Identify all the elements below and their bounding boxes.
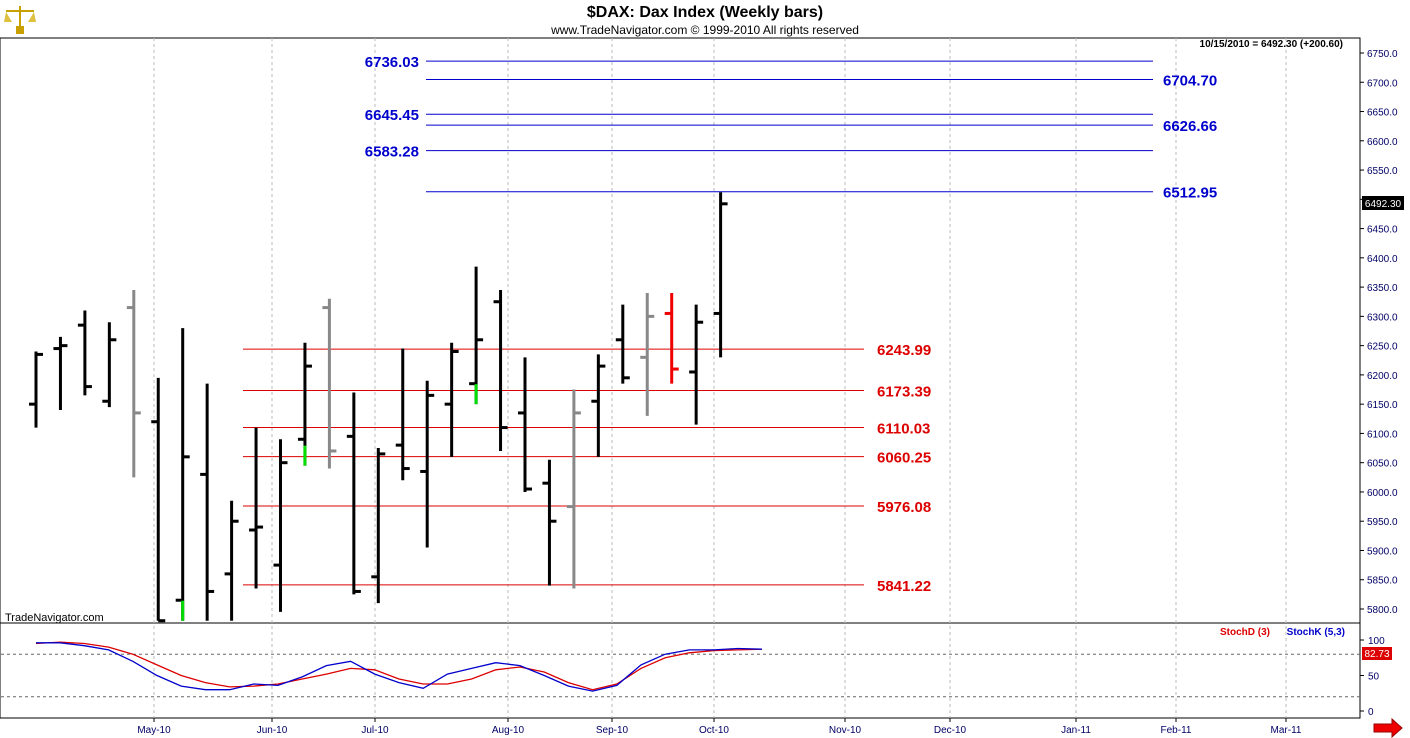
upper-level-label: 6626.66 [1163, 118, 1217, 135]
x-tick-label: Oct-10 [699, 725, 729, 736]
watermark-text: TradeNavigator.com [5, 612, 104, 624]
y-tick-label: 6750.0 [1367, 49, 1398, 60]
y-tick-label: 6700.0 [1367, 78, 1398, 89]
ohlc-bar [615, 304, 630, 384]
ohlc-bar [346, 392, 361, 595]
stoch-last-tag-bg [1362, 647, 1392, 660]
lower-level-label: 6110.03 [877, 421, 930, 438]
ohlc-bar [126, 290, 141, 478]
lower-level-label: 6060.25 [877, 450, 931, 467]
ohlc-bar [102, 322, 117, 408]
ohlc-bar [322, 298, 337, 469]
y-tick-label: 5950.0 [1367, 517, 1398, 528]
ohlc-bar [29, 351, 43, 428]
y-tick-label: 6400.0 [1367, 254, 1398, 265]
ohlc-bar [175, 328, 190, 621]
stoch-y-label: 50 [1368, 672, 1380, 683]
ohlc-bar [200, 383, 215, 621]
ohlc-bar [469, 266, 484, 405]
y-tick-label: 6600.0 [1367, 137, 1398, 148]
ohlc-bar [542, 459, 557, 586]
x-tick-label: Jun-10 [257, 725, 288, 736]
ohlc-bar [420, 380, 435, 548]
upper-level-label: 6645.45 [365, 107, 419, 124]
stochastic-panel: 0 50 100 [1, 636, 1385, 718]
ohlc-bar [664, 292, 679, 384]
y-tick-label: 6550.0 [1367, 166, 1398, 177]
ohlc-bar [53, 336, 68, 411]
y-tick-label: 6450.0 [1367, 225, 1398, 236]
ohlc-bar [77, 310, 92, 396]
y-tick-label: 6100.0 [1367, 429, 1398, 440]
y-tick-label: 6300.0 [1367, 312, 1398, 323]
lower-level-label: 5976.08 [877, 499, 931, 516]
ohlc-bar [249, 427, 264, 589]
lower-level-label: 6173.39 [877, 383, 931, 400]
y-tick-label: 6200.0 [1367, 371, 1398, 382]
price-bars [29, 192, 728, 623]
x-tick-label: Jan-11 [1061, 725, 1091, 736]
ohlc-bar [566, 389, 581, 589]
date-axis: May-10 Jun-10 Jul-10 Aug-10 Sep-10 Oct-10 Nov-… [137, 718, 1302, 736]
ohlc-bar [518, 357, 532, 492]
ohlc-bar [151, 377, 166, 623]
y-tick-label: 6250.0 [1367, 342, 1398, 353]
copyright-text: www.TradeNavigator.com © 1999-2010 All r… [550, 23, 859, 37]
y-tick-label: 6150.0 [1367, 400, 1398, 411]
y-tick-label: 5900.0 [1367, 546, 1398, 557]
ohlc-bar [713, 192, 728, 358]
y-tick-label: 6350.0 [1367, 283, 1398, 294]
ohlc-bar [395, 348, 410, 481]
ohlc-bar [297, 342, 312, 466]
ohlc-bar [371, 448, 386, 604]
x-tick-label: Jul-10 [361, 725, 389, 736]
chart-title: $DAX: Dax Index (Weekly bars) [587, 4, 823, 21]
stochd-legend: StochD (3) [1220, 627, 1270, 638]
stoch-panel-frame [0, 622, 1361, 719]
x-tick-label: Dec-10 [934, 725, 967, 736]
price-info-text: 10/15/2010 = 6492.30 (+200.60) [1200, 39, 1343, 50]
price-axis: 5800.0 5850.0 5900.0 5950.0 6000.0 6050.0 6100… [1360, 49, 1398, 616]
lower-level-label: 6243.99 [877, 342, 931, 359]
stochk-legend: StochK (5,3) [1287, 627, 1345, 638]
x-tick-label: Aug-10 [492, 725, 525, 736]
scroll-right-arrow-icon[interactable] [1373, 717, 1403, 738]
x-tick-label: May-10 [137, 725, 171, 736]
last-price-tag: 6492.30 [1365, 199, 1402, 210]
y-tick-label: 5850.0 [1367, 576, 1398, 587]
x-tick-label: Sep-10 [596, 725, 629, 736]
upper-level-label: 6583.28 [365, 144, 419, 161]
ohlc-bar [444, 342, 459, 457]
ohlc-bar [640, 292, 655, 416]
stochk-line [36, 642, 763, 692]
y-tick-label: 6000.0 [1367, 488, 1398, 499]
y-tick-label: 6050.0 [1367, 459, 1398, 470]
grid-lines [153, 38, 1287, 718]
ohlc-bar [273, 439, 288, 612]
stochd-line [35, 641, 763, 691]
ohlc-bar [224, 500, 239, 621]
level-lines: 6736.03 6704.70 6645.45 6626.66 6583.28 6512.… [243, 54, 1217, 595]
last-price-tag-bg [1362, 196, 1404, 210]
y-tick-label: 5800.0 [1367, 605, 1398, 616]
ohlc-bar [493, 290, 508, 451]
x-tick-label: Feb-11 [1161, 725, 1192, 736]
upper-level-label: 6736.03 [365, 54, 419, 71]
x-tick-label: Nov-10 [829, 725, 862, 736]
stoch-last-tag: 82.73 [1364, 649, 1389, 660]
y-tick-label: 6650.0 [1367, 108, 1398, 119]
scales-logo-icon [4, 6, 36, 34]
stoch-y-label: 100 [1368, 636, 1385, 647]
ohlc-bar [591, 354, 606, 457]
main-panel-frame [0, 37, 1361, 624]
lower-level-label: 5841.22 [877, 578, 931, 595]
x-tick-label: Mar-11 [1271, 725, 1302, 736]
stoch-y-label: 0 [1368, 707, 1374, 718]
upper-level-label: 6704.70 [1163, 73, 1217, 90]
ohlc-bar [689, 304, 704, 425]
upper-level-label: 6512.95 [1163, 185, 1217, 202]
